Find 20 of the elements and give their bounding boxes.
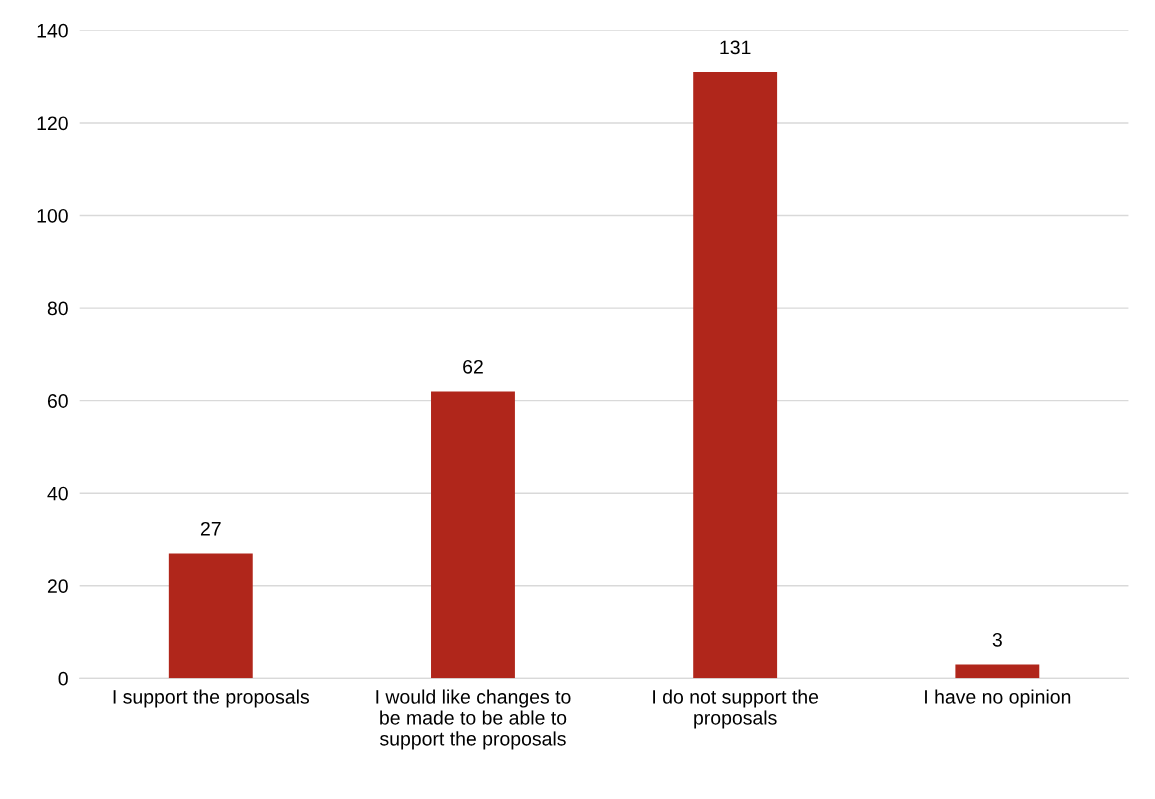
y-tick-label: 100 (37, 208, 68, 223)
x-tick-label: I do not support the proposals (653, 689, 819, 729)
y-tick-label: 40 (47, 486, 68, 501)
y-tick-label: 60 (47, 394, 68, 408)
data-label: 27 (200, 521, 221, 536)
y-tick-label: 80 (47, 301, 68, 316)
bar (431, 391, 515, 679)
bar (693, 72, 778, 679)
data-label: 131 (720, 40, 751, 55)
y-tick-label: 20 (47, 579, 68, 594)
bar (168, 553, 253, 679)
data-label: 62 (463, 359, 483, 374)
y-tick-label: 120 (37, 116, 68, 131)
x-tick-label: I support the proposals (113, 689, 309, 708)
bar (955, 664, 1040, 679)
y-tick-label: 0 (58, 671, 68, 686)
data-label: 3 (992, 632, 1002, 647)
x-tick-label: I have no opinion (925, 689, 1071, 708)
y-tick-label: 140 (37, 23, 68, 38)
x-tick-label: I would like changes to be made to be able to support the proposals (376, 689, 571, 750)
